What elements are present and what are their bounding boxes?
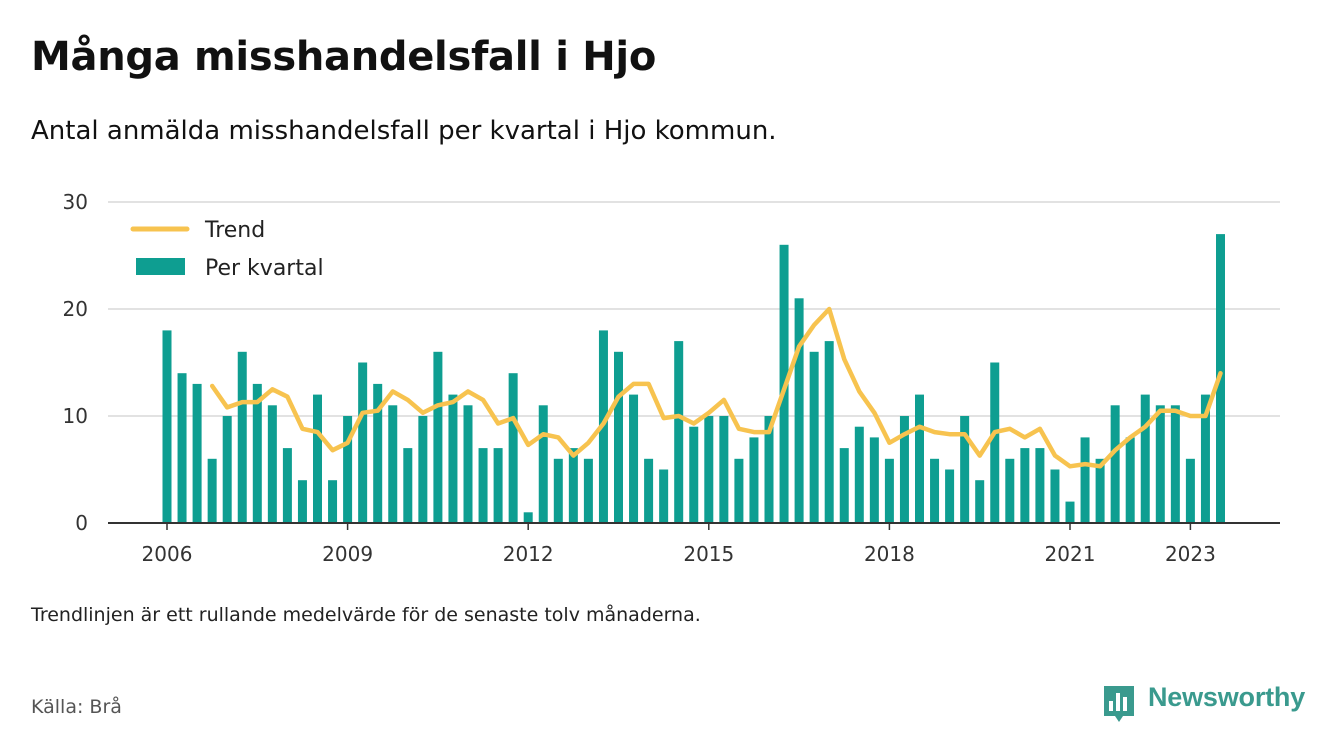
bar <box>1200 394 1210 523</box>
bar <box>343 416 353 523</box>
bar <box>1140 394 1150 523</box>
bar <box>719 416 729 523</box>
source-label: Källa: Brå <box>31 696 122 718</box>
bar <box>1050 469 1060 523</box>
legend-trend-label: Trend <box>204 218 265 243</box>
bar <box>177 373 187 523</box>
bar <box>478 448 488 523</box>
y-tick-label: 0 <box>75 511 88 535</box>
bar <box>237 351 247 523</box>
bar <box>433 351 443 523</box>
bar <box>1005 458 1015 523</box>
bar <box>297 480 307 523</box>
bar <box>252 383 262 523</box>
bar <box>583 458 593 523</box>
bar <box>930 458 940 523</box>
bar <box>1155 405 1165 523</box>
bar <box>975 480 985 523</box>
bar <box>674 341 684 523</box>
bar <box>1125 437 1135 523</box>
bar <box>1065 501 1075 523</box>
bar <box>659 469 669 523</box>
brand-name: Newsworthy <box>1148 682 1306 712</box>
y-tick-label: 30 <box>63 190 88 214</box>
bar <box>358 362 368 523</box>
trend-series <box>209 306 1223 469</box>
bar <box>1170 405 1180 523</box>
bar <box>388 405 398 523</box>
x-tick-label: 2015 <box>683 542 734 566</box>
bar <box>824 341 834 523</box>
bar <box>734 458 744 523</box>
brand-logo[interactable]: Newsworthy <box>1102 682 1312 726</box>
newsworthy-logo-icon <box>1104 686 1134 722</box>
bar <box>538 405 548 523</box>
y-axis-ticks: 0 10 20 30 <box>63 190 88 535</box>
bar <box>629 394 639 523</box>
bar <box>523 512 533 523</box>
bar <box>463 405 473 523</box>
bar <box>689 426 699 523</box>
bar <box>508 373 518 523</box>
legend-bar-label: Per kvartal <box>205 256 324 281</box>
bar <box>207 458 217 523</box>
bar <box>899 416 909 523</box>
bar <box>764 416 774 523</box>
x-tick-label: 2018 <box>864 542 915 566</box>
bar <box>328 480 338 523</box>
bar <box>1185 458 1195 523</box>
bar <box>282 448 292 523</box>
bar <box>373 383 383 523</box>
y-tick-label: 10 <box>63 404 88 428</box>
bar <box>839 448 849 523</box>
bar <box>1110 405 1120 523</box>
bar <box>884 458 894 523</box>
bar <box>267 405 277 523</box>
bar <box>313 394 322 523</box>
x-tick-label: 2012 <box>503 542 554 566</box>
bar <box>192 383 202 523</box>
bar <box>403 448 413 523</box>
bar <box>493 448 503 523</box>
x-tick-label: 2006 <box>142 542 193 566</box>
bar <box>418 416 428 523</box>
bar <box>162 330 172 523</box>
x-tick-label: 2023 <box>1165 542 1216 566</box>
bar <box>960 416 970 523</box>
x-tick-label: 2009 <box>322 542 373 566</box>
trend-footnote: Trendlinjen är ett rullande medelvärde f… <box>31 604 701 626</box>
bar <box>749 437 759 523</box>
x-tick-label: 2021 <box>1045 542 1096 566</box>
legend-bar-swatch <box>136 258 185 275</box>
bar <box>854 426 864 523</box>
legend: Trend Per kvartal <box>130 218 324 281</box>
bar <box>222 416 232 523</box>
bar <box>1095 458 1105 523</box>
bar <box>644 458 654 523</box>
bar <box>945 469 955 523</box>
bar <box>448 394 458 523</box>
bar <box>568 448 578 523</box>
bar <box>794 298 804 523</box>
chart-title: Många misshandelsfall i Hjo <box>31 34 657 80</box>
bar <box>869 437 879 523</box>
chart-subtitle: Antal anmälda misshandelsfall per kvarta… <box>31 116 777 146</box>
bar <box>1035 448 1045 523</box>
y-tick-label: 20 <box>63 297 88 321</box>
bar <box>809 351 819 523</box>
bar <box>614 351 623 523</box>
bar <box>553 458 563 523</box>
bar <box>1080 437 1090 523</box>
bar <box>704 416 714 523</box>
trend-line <box>209 306 1223 469</box>
x-axis: 2006 2009 2012 2015 2018 2021 2023 <box>108 522 1280 566</box>
gridlines <box>108 201 1280 417</box>
bar <box>915 394 924 523</box>
chart-area: 0 10 20 30 2006 2009 2012 2015 2018 2021 2023 Tre… <box>63 190 1280 566</box>
bar <box>990 362 1000 523</box>
bar <box>1020 448 1030 523</box>
